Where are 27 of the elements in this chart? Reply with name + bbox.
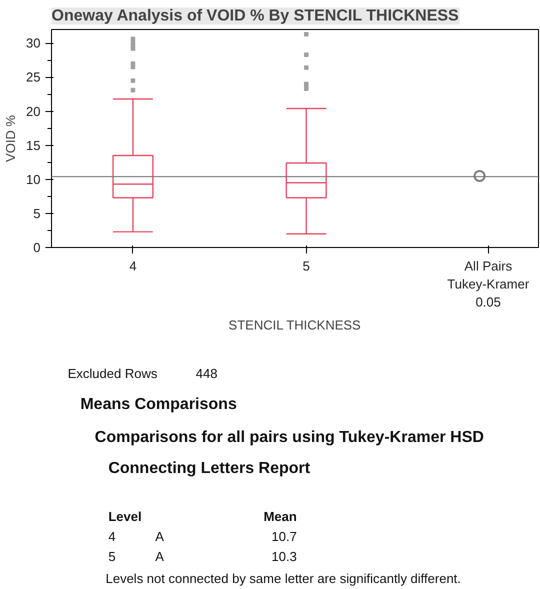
text: Tukey-Kramer <box>447 276 530 292</box>
x-axis-title: STENCIL THICKNESS <box>228 318 362 332</box>
text: Connecting Letters Report <box>108 460 311 477</box>
chart-title: Oneway Analysis of VOID % By STENCIL THICKNESS <box>52 8 460 24</box>
y-tick-label: 30 <box>26 36 41 51</box>
y-tick-label: 0 <box>33 240 41 255</box>
text: 10.7 <box>272 529 297 544</box>
text: Means Comparisons <box>80 396 237 413</box>
text: Levels not connected by same letter are significantly different. <box>106 571 461 586</box>
text: Comparisons for all pairs using Tukey-Kramer HSD <box>94 429 484 446</box>
text: 5 <box>108 549 116 564</box>
y-tick-label: 20 <box>26 104 41 119</box>
text: 448 <box>196 366 218 381</box>
text: 10.3 <box>272 549 297 564</box>
text: 4 <box>108 529 116 544</box>
y-tick-label: 15 <box>26 138 41 153</box>
y-tick-label: 10 <box>26 172 41 187</box>
y-tick-label: 5 <box>33 206 41 221</box>
text: Excluded Rows <box>68 366 158 381</box>
text: A <box>155 549 164 564</box>
text: A <box>155 529 164 544</box>
y-tick-label: 25 <box>26 70 41 85</box>
y-axis-title: VOID % <box>3 114 18 162</box>
text: Mean <box>264 509 297 524</box>
text: Level <box>108 509 142 524</box>
text: All Pairs <box>464 258 513 274</box>
text: 0.05 <box>476 294 501 310</box>
